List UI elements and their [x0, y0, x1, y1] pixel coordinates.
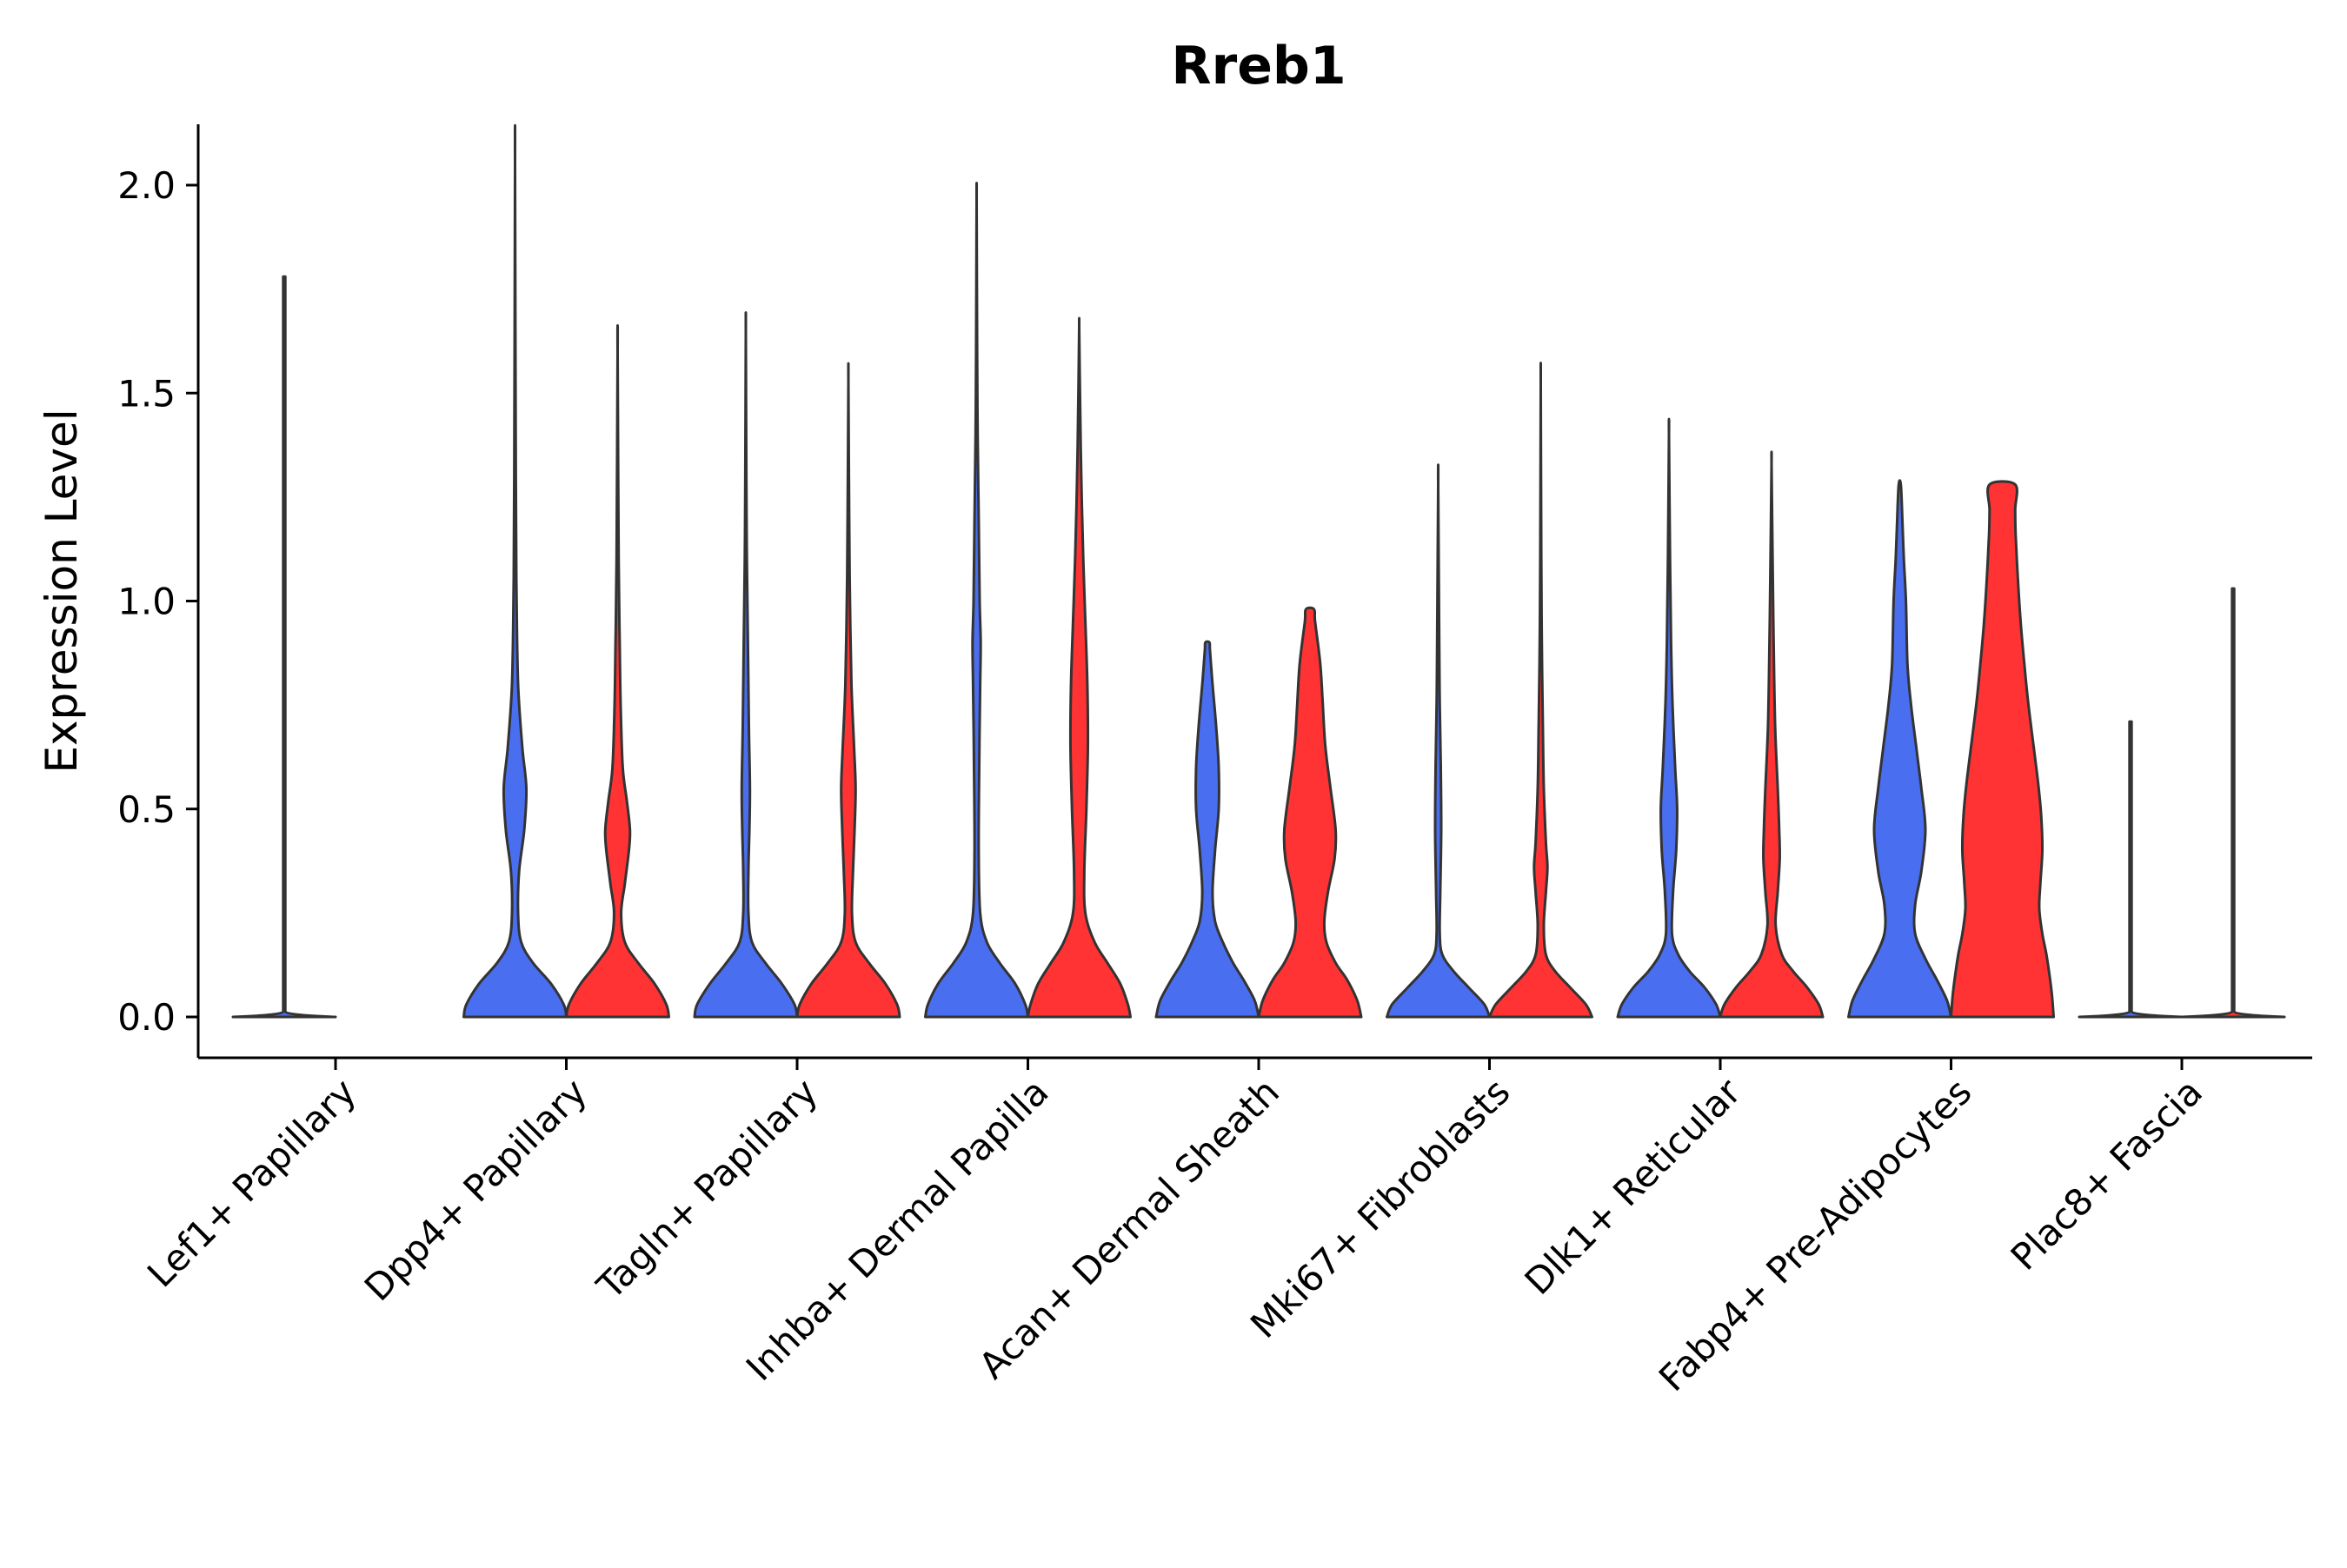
violin-group_a-7: [1847, 479, 1952, 1019]
x-tick-label: Lef1+ Papillary: [139, 1070, 364, 1295]
violin-group_b-4: [1257, 606, 1363, 1019]
x-tick-label: Tagln+ Papillary: [588, 1070, 826, 1307]
y-tick-label: 0.0: [117, 996, 176, 1039]
violin-group_b-2: [795, 362, 901, 1019]
violin-group_b-6: [1719, 450, 1825, 1019]
violin-group_a-0: [231, 275, 337, 1019]
y-tick-label: 1.5: [117, 372, 176, 415]
violins: [231, 124, 2286, 1019]
violin-group_a-8: [2078, 720, 2184, 1019]
violin-group_b-1: [565, 324, 670, 1019]
x-tick-label: Mki67+ Fibroblasts: [1242, 1070, 1518, 1345]
y-tick-label: 1.0: [117, 581, 176, 623]
violin-group_a-6: [1616, 417, 1722, 1019]
violin-group_b-8: [2180, 587, 2286, 1019]
violin-group_b-5: [1488, 362, 1593, 1019]
violin-group_a-5: [1386, 463, 1491, 1019]
violin-group_a-3: [924, 182, 1029, 1019]
x-tick-label: Plac8+ Fascia: [2003, 1070, 2211, 1278]
x-tick-label: Dpp4+ Papillary: [356, 1070, 595, 1309]
violin-group_a-1: [462, 124, 568, 1019]
violin-group_a-2: [693, 311, 799, 1019]
violin-group_b-7: [1950, 480, 2055, 1019]
y-tick-label: 2.0: [117, 164, 176, 207]
violin-group_a-4: [1154, 640, 1260, 1019]
violin-group_b-3: [1027, 316, 1132, 1019]
y-tick-label: 0.5: [117, 788, 176, 831]
x-tick-label: Dlk1+ Reticular: [1517, 1070, 1750, 1303]
y-axis-label: Expression Level: [37, 409, 87, 773]
chart-title: Rreb1: [1171, 36, 1346, 96]
